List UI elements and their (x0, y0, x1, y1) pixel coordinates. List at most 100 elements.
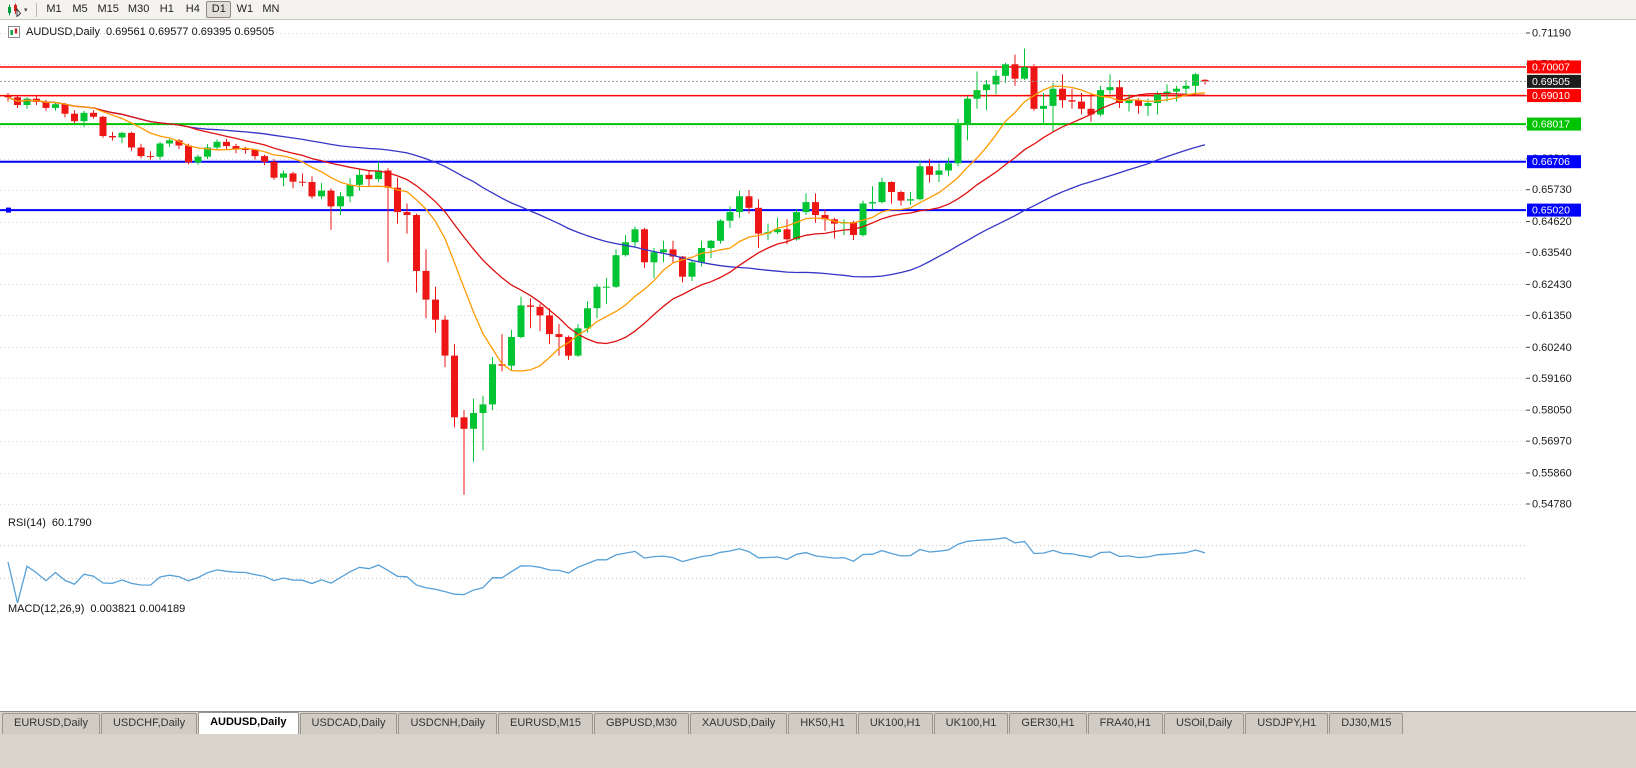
timeframe-button-d1[interactable]: D1 (206, 1, 232, 18)
chart-tab-audusd-daily[interactable]: AUDUSD,Daily (198, 712, 299, 734)
chart-tab-usdchf-daily[interactable]: USDCHF,Daily (100, 713, 198, 734)
rsi-line (7, 537, 1206, 604)
chart-tab-gbpusd-m30[interactable]: GBPUSD,M30 (593, 713, 689, 734)
price-axis-label: 0.61350 (1532, 310, 1572, 322)
candle-down (413, 215, 420, 271)
candle-down (926, 166, 933, 175)
timeframe-button-w1[interactable]: W1 (236, 3, 254, 15)
candle-up (612, 255, 620, 287)
price-badge-text: 0.70007 (1532, 61, 1570, 73)
ma-fast-line (7, 85, 1206, 372)
timeframe-button-m15[interactable]: M15 (97, 3, 119, 15)
candle-down (432, 299, 439, 320)
candle-down (888, 182, 895, 192)
candlestick-tool-icon (8, 3, 22, 17)
candle-down (90, 112, 97, 117)
candle-down (555, 334, 563, 337)
candle-up (736, 196, 743, 213)
price-badge-0.69505 (1527, 74, 1581, 88)
timeframe-button-m30[interactable]: M30 (127, 3, 150, 15)
chart-tab-hk50-h1[interactable]: HK50,H1 (788, 713, 857, 734)
candle-up (707, 240, 715, 248)
price-badge-0.65020 (1527, 203, 1581, 217)
candle-down (1068, 100, 1076, 102)
candle-up (650, 252, 658, 263)
candle-down (669, 249, 677, 257)
cursor-arrow-glyph (16, 7, 22, 17)
chart-tab-ger30-h1[interactable]: GER30,H1 (1009, 713, 1087, 734)
rsi-value: 60.1790 (51, 517, 92, 529)
candle-down (1011, 64, 1019, 79)
candle-down (812, 202, 819, 215)
candle-up (793, 212, 800, 240)
chart-tab-usdcad-daily[interactable]: USDCAD,Daily (299, 713, 398, 734)
candle-up (983, 84, 990, 91)
timeframe-button-m5[interactable]: M5 (72, 3, 88, 15)
candle-up (802, 202, 810, 213)
chart-tab-xauusd-daily[interactable]: XAUUSD,Daily (689, 713, 788, 734)
price-badge-text: 0.68017 (1532, 119, 1570, 131)
candle-up (508, 337, 515, 366)
price-badge-text: 0.69505 (1532, 76, 1570, 88)
timeframe-button-mn[interactable]: MN (262, 3, 280, 15)
candle-up (1154, 94, 1161, 103)
timeframe-button-h4[interactable]: H4 (185, 3, 200, 15)
price-axis-label: 0.54780 (1532, 499, 1572, 511)
candle-up (574, 328, 582, 356)
candle-down (536, 306, 544, 316)
candle-up (907, 199, 914, 201)
rsi-name: RSI(14) (8, 517, 46, 529)
candle-up (726, 212, 734, 221)
candle-down (1030, 67, 1038, 109)
candle-down (242, 149, 249, 150)
chart-tool-button[interactable]: ▾ (3, 1, 31, 19)
price-axis-label: 0.59160 (1532, 373, 1572, 385)
candle-down (745, 196, 753, 208)
price-axis[interactable]: 0.711900.701100.690000.679200.668100.657… (1526, 28, 1581, 511)
chart-tab-eurusd-m15[interactable]: EURUSD,M15 (498, 713, 593, 734)
chart-tab-usoil-daily[interactable]: USOil,Daily (1163, 713, 1245, 734)
candle-up (346, 184, 354, 197)
macd-indicator-label: MACD(12,26,9) 0.003821 0.004189 (8, 603, 185, 615)
candle-up (593, 286, 601, 309)
hline-objects (0, 66, 1526, 213)
rsi-indicator-label: RSI(14) 60.1790 (8, 517, 92, 529)
candle-down (441, 319, 449, 356)
candle-up (1040, 105, 1047, 109)
candle-down (1087, 108, 1095, 115)
candle-down (1078, 101, 1085, 109)
timeframe-button-h1[interactable]: H1 (159, 3, 174, 15)
candle-up (1049, 88, 1057, 106)
candle-down (897, 192, 905, 201)
candle-down (1135, 100, 1142, 106)
price-axis-label: 0.56970 (1532, 436, 1572, 448)
chart-tab-fra40-h1[interactable]: FRA40,H1 (1087, 713, 1163, 734)
toolbar: ▾ M1 M5 M15 M30 H1 H4 D1 W1 MN (0, 0, 1636, 20)
price-badge-text: 0.66706 (1532, 156, 1570, 168)
chart-window-icon (8, 26, 20, 38)
timeframe-button-m1[interactable]: M1 (46, 3, 62, 15)
candle-down (147, 156, 154, 158)
chart-tab-eurusd-daily[interactable]: EURUSD,Daily (2, 713, 100, 734)
candle-down (460, 417, 468, 429)
candle-up (80, 112, 88, 122)
timeframe-buttons: M1 M5 M15 M30 H1 H4 D1 W1 MN (42, 1, 284, 18)
toolbar-separator (35, 2, 37, 17)
candle-up (717, 220, 724, 241)
candle-up (935, 170, 943, 175)
dropdown-caret-icon[interactable]: ▾ (24, 6, 28, 14)
chart-tab-usdcnh-daily[interactable]: USDCNH,Daily (398, 713, 498, 734)
chart-tab-usdjpy-h1[interactable]: USDJPY,H1 (1245, 713, 1329, 734)
chart-tab-uk100-h1[interactable]: UK100,H1 (933, 713, 1009, 734)
chart-tab-dj30-m15[interactable]: DJ30,M15 (1329, 713, 1404, 734)
candle-up (1097, 90, 1104, 115)
ma-mid-line (7, 92, 1206, 345)
candle-down (679, 256, 686, 277)
candle-down (1201, 79, 1209, 82)
chart-tab-uk100-h1[interactable]: UK100,H1 (857, 713, 933, 734)
hline-handle[interactable] (6, 207, 11, 213)
price-axis-label: 0.58050 (1532, 405, 1572, 417)
candle-up (194, 156, 202, 163)
candle-up (916, 166, 924, 200)
